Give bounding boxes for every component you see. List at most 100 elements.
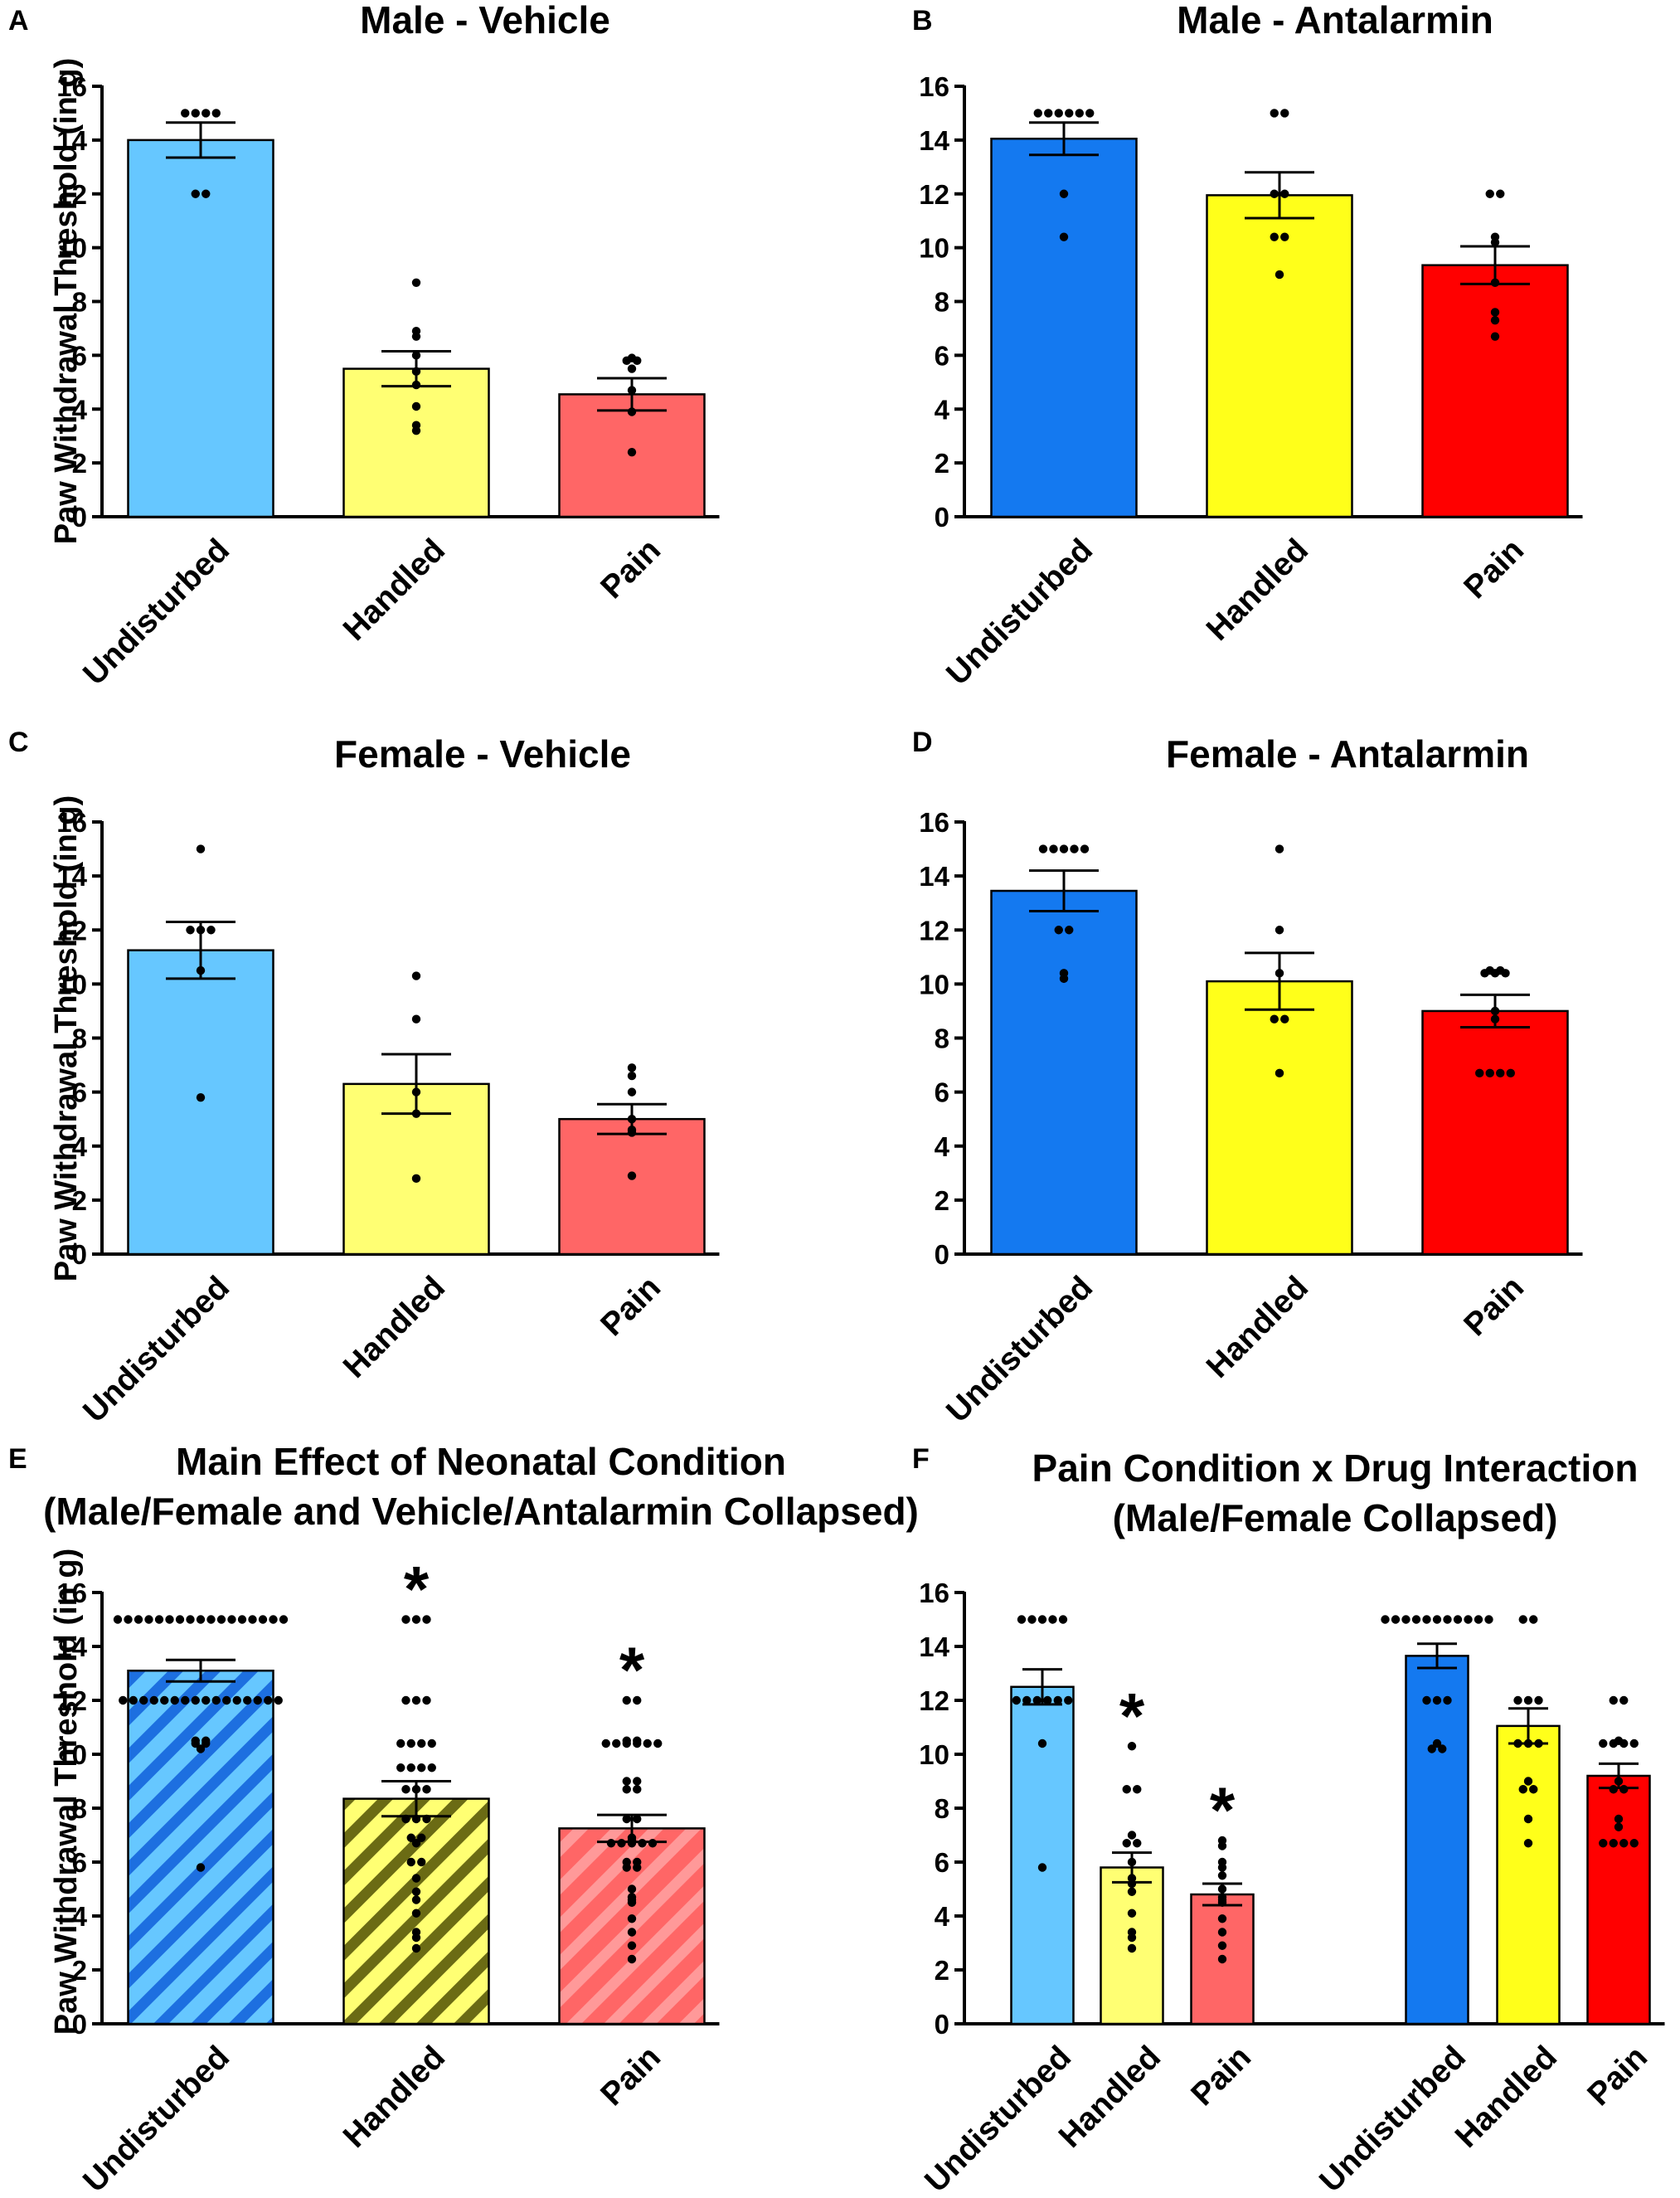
data-point (129, 1695, 138, 1705)
data-point (186, 1615, 195, 1624)
data-point (1614, 1777, 1624, 1786)
x-category-label: Handled (1200, 1270, 1315, 1385)
y-tick-label: 12 (919, 179, 949, 210)
y-tick-label: 8 (935, 1024, 949, 1054)
data-point (427, 1763, 436, 1773)
y-tick-label: 0 (935, 2009, 949, 2040)
data-point (191, 109, 200, 118)
data-point (1017, 1615, 1027, 1624)
data-point (1064, 1695, 1073, 1705)
data-point (1485, 1068, 1494, 1078)
data-point (1058, 1615, 1068, 1624)
data-point (1523, 1839, 1533, 1848)
data-point (1496, 1068, 1505, 1078)
data-point (196, 1744, 206, 1753)
y-tick-label: 4 (935, 394, 950, 425)
data-point (396, 1763, 405, 1773)
panel-f: F Pain Condition x Drug Interaction (Mal… (912, 1443, 1665, 2198)
data-point (1523, 1695, 1533, 1705)
data-point (1490, 278, 1500, 287)
data-point (243, 1695, 252, 1705)
data-point (411, 380, 421, 390)
chart-title-line-1: Main Effect of Neonatal Condition (176, 1440, 786, 1483)
chart-title: Female - Vehicle (334, 732, 631, 776)
x-category-label: Handled (1449, 2040, 1564, 2155)
data-point (1075, 109, 1084, 118)
data-point (1381, 1615, 1390, 1624)
data-point (1523, 1777, 1533, 1786)
y-tick-label: 16 (56, 71, 87, 102)
data-point (1059, 974, 1069, 984)
data-point (1609, 1785, 1618, 1794)
y-tick-label: 0 (72, 2009, 87, 2040)
data-point (1280, 189, 1289, 198)
data-points (1033, 109, 1095, 241)
data-point (1614, 1814, 1624, 1824)
data-point (1275, 270, 1284, 280)
data-point (1619, 1785, 1629, 1794)
data-point (1270, 232, 1279, 241)
data-point (396, 1738, 405, 1748)
data-point (633, 1785, 642, 1794)
x-category-label: Pain (1580, 2040, 1654, 2113)
data-point (1401, 1615, 1411, 1624)
y-tick-label: 10 (919, 969, 949, 999)
y-tick-label: 6 (935, 1847, 949, 1878)
significance-asterisk: * (1119, 1679, 1145, 1752)
data-point (1037, 1738, 1047, 1748)
x-category-label: Undisturbed (918, 2040, 1078, 2198)
data-point (1599, 1738, 1608, 1748)
error-bar (1245, 951, 1314, 1011)
chart-title-line-1: Pain Condition x Drug Interaction (1032, 1447, 1639, 1490)
data-point (1127, 1933, 1137, 1943)
x-category-label: Pain (1184, 2040, 1258, 2113)
data-point (1629, 1839, 1639, 1848)
data-point (1217, 1863, 1227, 1872)
data-point (124, 1615, 133, 1624)
data-point (411, 401, 421, 411)
data-point (1506, 1068, 1515, 1078)
data-point (627, 1928, 637, 1937)
panel-letter: A (8, 5, 29, 36)
data-point (1438, 1744, 1447, 1753)
data-point (411, 1014, 421, 1024)
y-axis-label: Paw Withdrawal Threshold (in g) (49, 1549, 84, 2035)
data-point (648, 1839, 658, 1848)
data-point (1513, 1695, 1522, 1705)
data-point (1070, 844, 1079, 853)
x-category-label: Undisturbed (940, 532, 1100, 693)
data-point (222, 1695, 231, 1705)
data-point (211, 1695, 221, 1705)
data-point (1122, 1839, 1131, 1848)
data-point (113, 1615, 123, 1624)
bar-pain (558, 1827, 706, 2025)
significance-asterisk: * (619, 1633, 645, 1706)
data-point (627, 1954, 637, 1964)
data-point (1529, 1785, 1538, 1794)
data-point (1523, 1738, 1533, 1748)
bar-undisturbed (127, 139, 274, 518)
bar-pain (1586, 1774, 1651, 2025)
panel-a: A Male - Vehicle Paw Withdrawal Threshol… (8, 0, 720, 692)
y-tick-label: 8 (935, 287, 949, 318)
panel-letter: F (912, 1443, 930, 1475)
data-point (1443, 1695, 1452, 1705)
y-tick-label: 4 (72, 1131, 88, 1162)
chart-title: Male - Antalarmin (1177, 0, 1493, 41)
data-point (1619, 1695, 1629, 1705)
data-point (196, 1863, 206, 1872)
data-point (627, 1087, 637, 1097)
data-point (1490, 316, 1500, 325)
data-point (1127, 1909, 1137, 1918)
data-point (622, 1695, 631, 1705)
data-point (269, 1615, 278, 1624)
data-point (1065, 926, 1074, 935)
data-point (1453, 1615, 1463, 1624)
data-point (411, 1839, 421, 1848)
bar-undisturbed (1010, 1685, 1075, 2025)
data-point (627, 1898, 637, 1907)
bar-handled (1206, 980, 1353, 1256)
bar-handled (342, 367, 490, 518)
data-point (401, 1615, 410, 1624)
